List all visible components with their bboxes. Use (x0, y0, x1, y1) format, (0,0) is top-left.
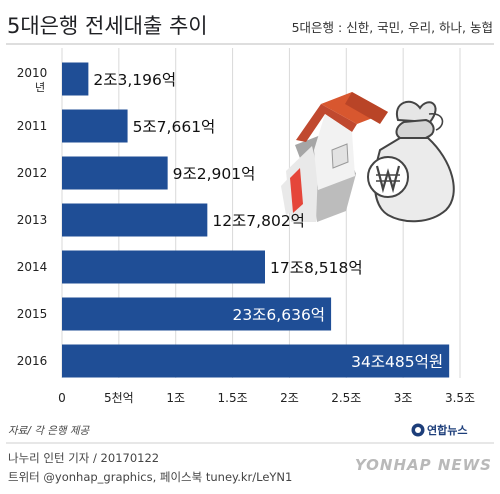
bar-2015 (62, 297, 332, 331)
value-label: 2조3,196억 (93, 71, 176, 89)
source-note: 자료/ 각 은행 제공 (8, 425, 91, 437)
x-tick-label: 1.5조 (218, 391, 248, 405)
category-label: 2014 (17, 260, 48, 274)
category-sub-label: 년 (35, 81, 45, 94)
footer-social: 트위터 @yonhap_graphics, 페이스북 tuney.kr/LeYN… (8, 470, 292, 484)
value-label: 17조8,518억 (270, 259, 363, 277)
category-label: 2016 (17, 354, 48, 368)
bar-2011 (62, 109, 128, 143)
x-tick-label: 0 (58, 391, 66, 405)
value-label: 34조485억원 (351, 353, 443, 371)
footer-credit: 나누리 인턴 기자 / 20170122 (8, 451, 159, 465)
won-sign-icon (367, 156, 409, 198)
x-tick-label: 3조 (394, 391, 413, 405)
category-label: 2015 (17, 307, 48, 321)
category-label: 2013 (17, 213, 48, 227)
x-tick-label: 5천억 (104, 390, 134, 405)
category-label: 2011 (17, 119, 48, 133)
house-and-money-illustration (281, 92, 455, 223)
chart-subtitle: 5대은행 : 신한, 국민, 우리, 하나, 농협 (292, 20, 493, 35)
value-label: 5조7,661억 (133, 118, 216, 136)
brand-name: 연합뉴스 (427, 423, 467, 437)
value-label: 23조6,636억 (232, 306, 325, 324)
x-tick-label: 2조 (280, 391, 299, 405)
x-tick-label: 2.5조 (331, 391, 361, 405)
watermark: YONHAP NEWS (355, 456, 492, 474)
x-axis-ticks: 0 5천억 1조 1.5조 2조 2.5조 3조 3.5조 (58, 390, 475, 405)
x-tick-label: 1조 (166, 391, 185, 405)
house-icon (281, 92, 388, 222)
chart-title: 5대은행 전세대출 추이 (7, 14, 208, 38)
value-label: 12조7,802억 (212, 212, 305, 230)
bar-2014 (62, 250, 266, 284)
bar-2016 (62, 344, 450, 378)
value-label: 9조2,901억 (173, 165, 256, 183)
bar-2012 (62, 156, 168, 190)
category-label: 2010 (17, 66, 48, 80)
yonhap-brand: 연합뉴스 (411, 423, 467, 437)
bar-2013 (62, 203, 208, 237)
yonhap-logo-icon (411, 423, 425, 437)
category-label: 2012 (17, 166, 48, 180)
bar-2010 (62, 62, 89, 96)
x-tick-label: 3.5조 (445, 391, 475, 405)
